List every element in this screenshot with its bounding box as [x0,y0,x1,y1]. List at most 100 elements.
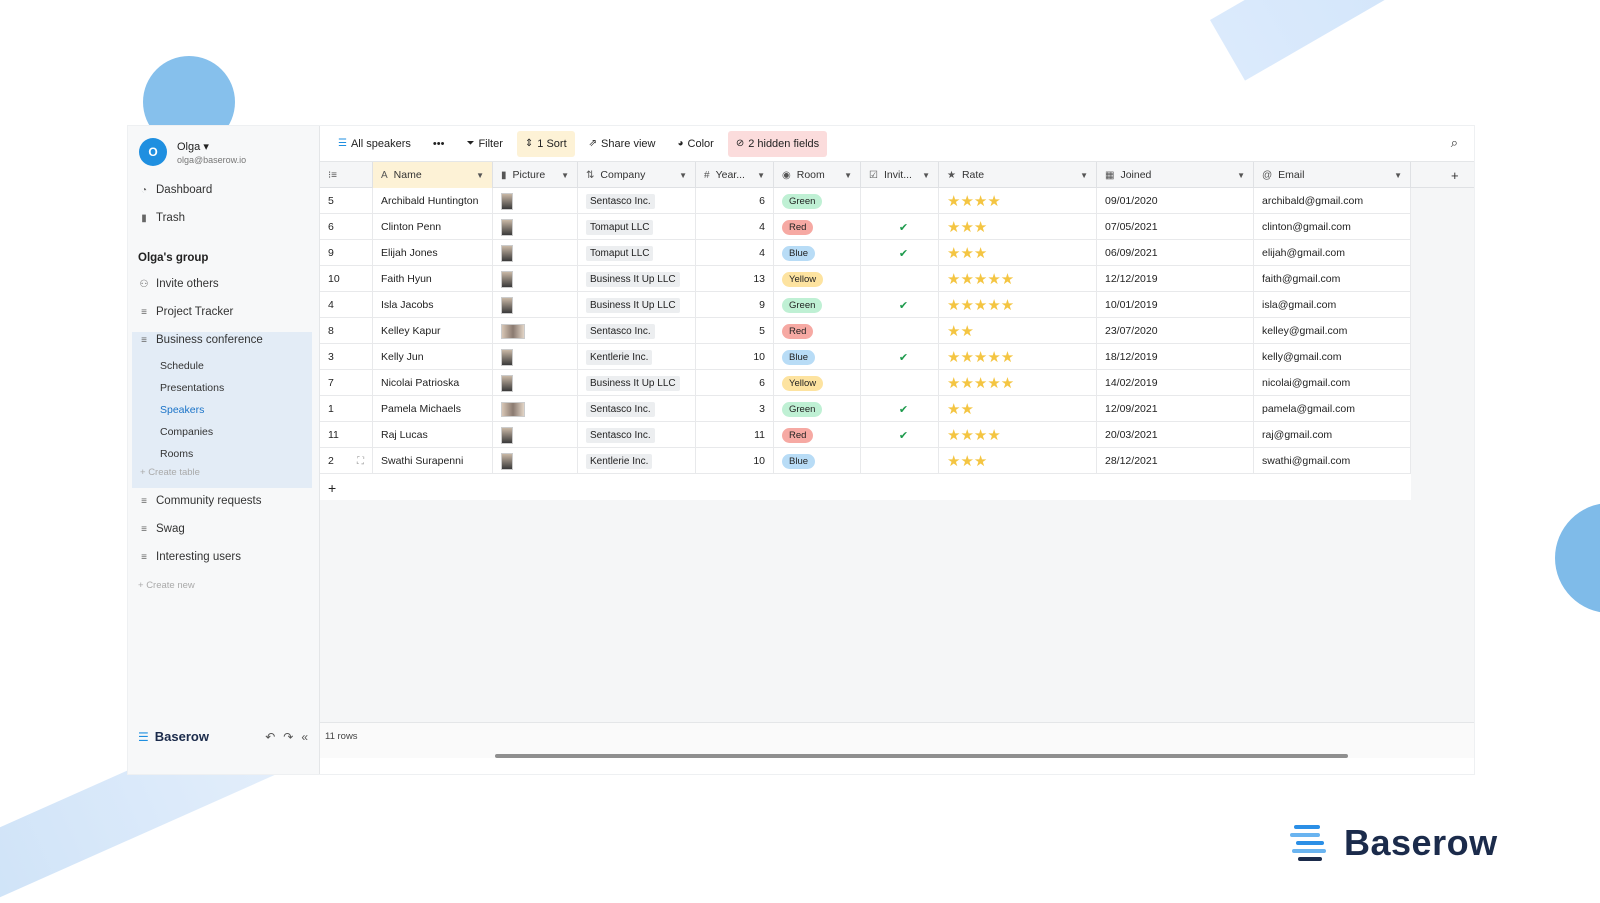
picture-thumbnail[interactable] [501,244,513,262]
table-item-speakers[interactable]: Speakers [160,404,205,416]
sidebar-item-community-requests[interactable]: ≡ Community requests [138,495,261,507]
create-table-link[interactable]: + Create table [140,467,200,478]
rate-cell[interactable]: ★★ [939,318,1097,344]
create-new-link[interactable]: + Create new [138,580,195,591]
search-icon[interactable]: ⌕ [1450,135,1458,150]
room-cell[interactable]: Green [774,292,861,318]
picture-thumbnail[interactable] [501,426,513,444]
chevron-down-icon[interactable]: ▼ [679,170,687,180]
add-column-button[interactable]: + [1443,162,1474,188]
joined-cell[interactable]: 28/12/2021 [1097,448,1254,474]
sidebar-item-invite-others[interactable]: ⚇ Invite others [138,278,219,290]
room-cell[interactable]: Green [774,396,861,422]
rating-stars[interactable]: ★★★★ [947,427,1001,444]
table-row[interactable]: 9 Elijah Jones Tomaput LLC 4 Blue ✔ ★★★ 06/09/2… [320,240,1411,266]
color-button[interactable]: ◕ Color [677,137,714,150]
rating-stars[interactable]: ★★★ [947,245,988,262]
name-cell[interactable]: Raj Lucas [373,422,493,448]
year-cell[interactable]: 6 [696,188,774,214]
add-row-button[interactable]: + [328,480,336,496]
year-cell[interactable]: 9 [696,292,774,318]
joined-cell[interactable]: 20/03/2021 [1097,422,1254,448]
email-cell[interactable]: nicolai@gmail.com [1254,370,1411,396]
joined-cell[interactable]: 12/09/2021 [1097,396,1254,422]
rate-cell[interactable]: ★★★ [939,240,1097,266]
name-cell[interactable]: Faith Hyun [373,266,493,292]
room-cell[interactable]: Red [774,422,861,448]
year-cell[interactable]: 10 [696,344,774,370]
table-item-rooms[interactable]: Rooms [160,448,194,460]
room-cell[interactable]: Red [774,318,861,344]
year-cell[interactable]: 3 [696,396,774,422]
table-item-companies[interactable]: Companies [160,426,214,438]
joined-cell[interactable]: 06/09/2021 [1097,240,1254,266]
company-link-chip[interactable]: Kentlerie Inc. [586,349,653,365]
rate-cell[interactable]: ★★★★★ [939,266,1097,292]
picture-cell[interactable] [493,396,578,422]
rating-stars[interactable]: ★★ [947,323,974,340]
group-title[interactable]: Olga's group [138,252,209,264]
sidebar-item-dashboard[interactable]: ◔ Dashboard [138,184,212,196]
rate-cell[interactable]: ★★★★ [939,422,1097,448]
joined-cell[interactable]: 07/05/2021 [1097,214,1254,240]
invited-cell[interactable] [861,448,939,474]
email-cell[interactable]: clinton@gmail.com [1254,214,1411,240]
hidden-fields-button[interactable]: ⊘ 2 hidden fields [727,130,828,157]
chevron-down-icon[interactable]: ▼ [561,170,569,180]
table-item-schedule[interactable]: Schedule [160,360,204,372]
invited-cell[interactable] [861,266,939,292]
view-selector-button[interactable]: ☰ All speakers [338,137,411,150]
company-link-chip[interactable]: Tomaput LLC [586,245,654,261]
collapse-sidebar-icon[interactable]: « [301,729,308,744]
company-cell[interactable]: Sentasco Inc. [578,318,696,344]
horizontal-scrollbar[interactable] [495,754,1348,758]
rate-cell[interactable]: ★★★ [939,214,1097,240]
chevron-down-icon[interactable]: ▼ [1394,170,1402,180]
email-cell[interactable]: pamela@gmail.com [1254,396,1411,422]
table-row[interactable]: 5 Archibald Huntington Sentasco Inc. 6 Green… [320,188,1411,214]
company-cell[interactable]: Business It Up LLC [578,266,696,292]
name-cell[interactable]: Pamela Michaels [373,396,493,422]
invited-cell[interactable]: ✔ [861,214,939,240]
chevron-down-icon[interactable]: ▼ [844,170,852,180]
company-cell[interactable]: Sentasco Inc. [578,188,696,214]
name-cell[interactable]: Kelley Kapur [373,318,493,344]
picture-cell[interactable] [493,214,578,240]
company-cell[interactable]: Kentlerie Inc. [578,344,696,370]
email-cell[interactable]: elijah@gmail.com [1254,240,1411,266]
expand-row-icon[interactable]: ⛶ [357,455,364,467]
rating-stars[interactable]: ★★★★★ [947,349,1015,366]
table-row[interactable]: 11 Raj Lucas Sentasco Inc. 11 Red ✔ ★★★★ 20/03/… [320,422,1411,448]
rate-cell[interactable]: ★★★ [939,448,1097,474]
company-link-chip[interactable]: Sentasco Inc. [586,323,655,339]
invited-cell[interactable]: ✔ [861,344,939,370]
sidebar-item-business-conference[interactable]: ≡ Business conference [138,334,263,346]
company-link-chip[interactable]: Sentasco Inc. [586,401,655,417]
table-row[interactable]: 4 Isla Jacobs Business It Up LLC 9 Green ✔ ★★★… [320,292,1411,318]
company-cell[interactable]: Sentasco Inc. [578,422,696,448]
redo-icon[interactable]: ↷ [283,729,294,744]
room-cell[interactable]: Yellow [774,266,861,292]
invited-cell[interactable] [861,318,939,344]
chevron-down-icon[interactable]: ▼ [476,170,484,180]
company-link-chip[interactable]: Business It Up LLC [586,271,680,287]
rating-stars[interactable]: ★★★★★ [947,297,1015,314]
room-cell[interactable]: Red [774,214,861,240]
company-link-chip[interactable]: Sentasco Inc. [586,193,655,209]
room-cell[interactable]: Green [774,188,861,214]
rating-stars[interactable]: ★★★★ [947,193,1001,210]
room-cell[interactable]: Yellow [774,370,861,396]
company-cell[interactable]: Tomaput LLC [578,214,696,240]
picture-cell[interactable] [493,344,578,370]
company-cell[interactable]: Business It Up LLC [578,292,696,318]
column-header-email[interactable]: @ Email ▼ [1254,162,1411,188]
company-link-chip[interactable]: Tomaput LLC [586,219,654,235]
undo-icon[interactable]: ↶ [265,729,276,744]
picture-thumbnail[interactable] [501,374,513,392]
rate-cell[interactable]: ★★★★★ [939,344,1097,370]
table-row[interactable]: 7 Nicolai Patrioska Business It Up LLC 6 Yel… [320,370,1411,396]
sidebar-item-trash[interactable]: ▮ Trash [138,212,185,224]
chevron-down-icon[interactable]: ▼ [1237,170,1245,180]
sidebar-item-project-tracker[interactable]: ≡ Project Tracker [138,306,233,318]
column-header-joined[interactable]: ▦ Joined ▼ [1097,162,1254,188]
